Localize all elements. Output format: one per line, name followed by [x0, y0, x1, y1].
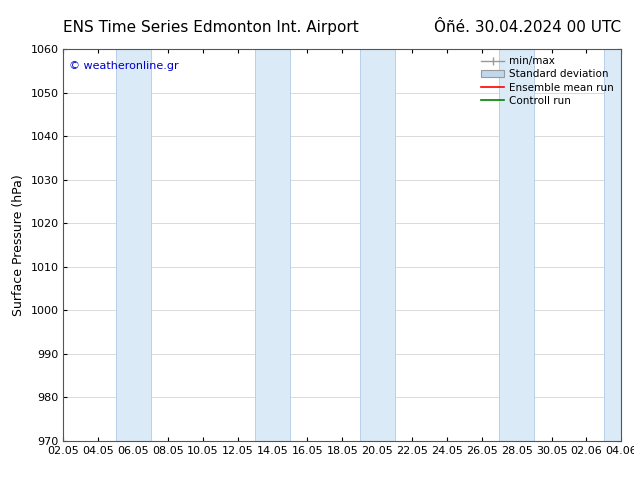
Bar	[500, 49, 534, 441]
Bar	[115, 49, 150, 441]
Bar	[604, 49, 634, 441]
Text: ENS Time Series Edmonton Int. Airport: ENS Time Series Edmonton Int. Airport	[63, 20, 359, 35]
Text: Ôñé. 30.04.2024 00 UTC: Ôñé. 30.04.2024 00 UTC	[434, 20, 621, 35]
Legend: min/max, Standard deviation, Ensemble mean run, Controll run: min/max, Standard deviation, Ensemble me…	[479, 54, 616, 108]
Bar	[255, 49, 290, 441]
Text: © weatheronline.gr: © weatheronline.gr	[69, 61, 179, 71]
Bar	[359, 49, 394, 441]
Y-axis label: Surface Pressure (hPa): Surface Pressure (hPa)	[12, 174, 25, 316]
